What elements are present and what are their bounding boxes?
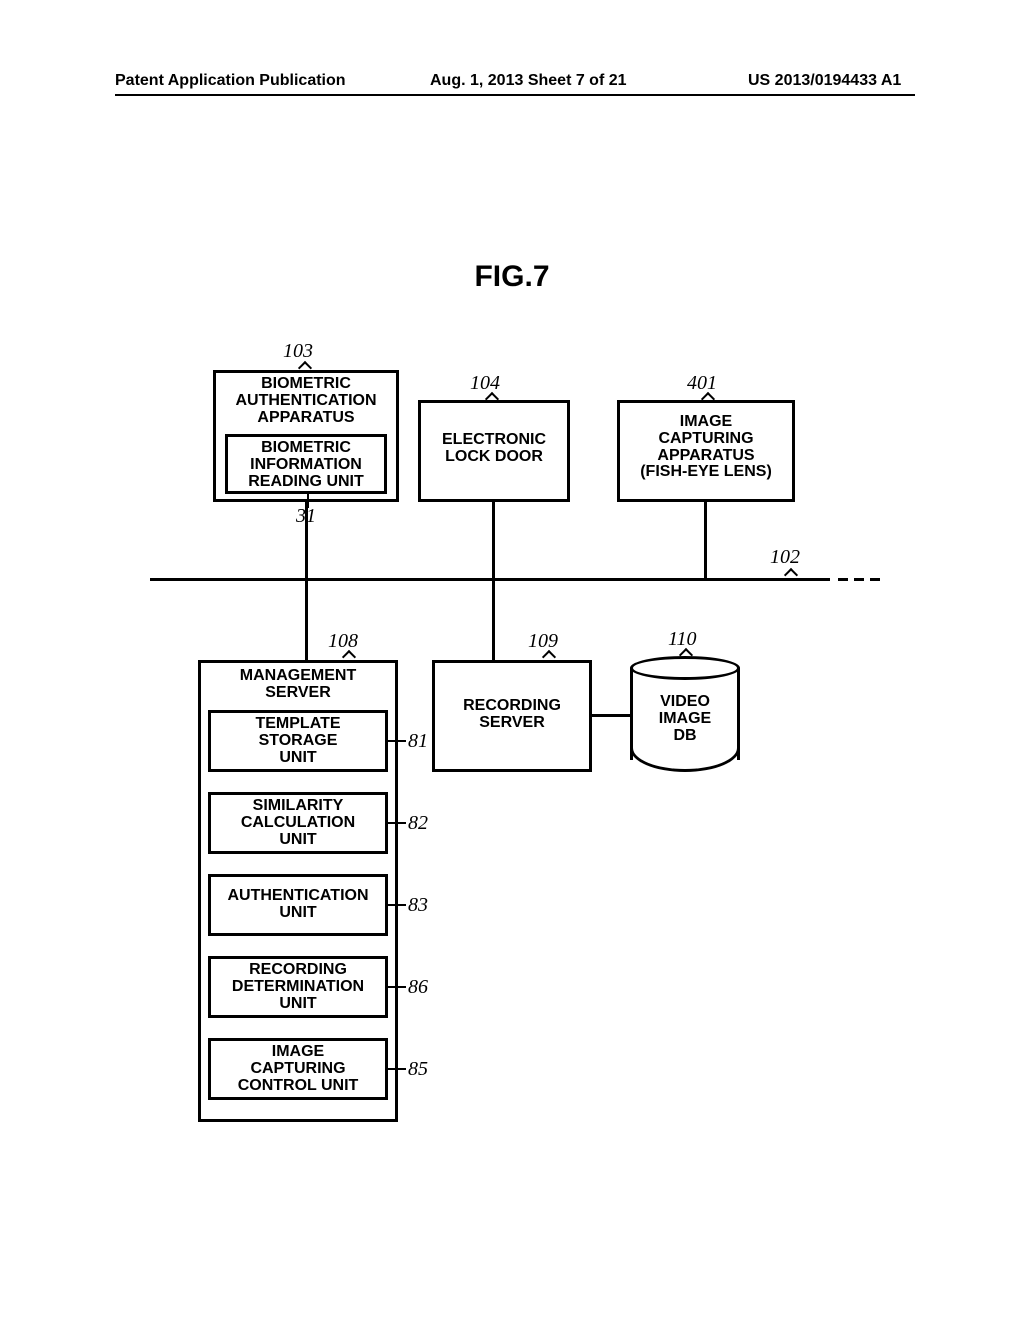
page: Patent Application Publication Aug. 1, 2… (0, 0, 1024, 1320)
ref-82: 82 (408, 812, 428, 835)
bus-dash-2 (854, 578, 864, 581)
ref-102: 102 (770, 546, 800, 569)
authentication-unit-label: AUTHENTICATION UNIT (208, 888, 388, 922)
recording-server-label: RECORDING SERVER (432, 698, 592, 732)
leader-81 (388, 740, 406, 742)
leader-85 (388, 1068, 406, 1070)
ref-401: 401 (687, 372, 717, 395)
management-server-title: MANAGEMENT SERVER (198, 668, 398, 702)
drop-108 (305, 580, 308, 660)
bus-dash-3 (870, 578, 880, 581)
biometric-auth-title: BIOMETRIC AUTHENTICATION APPARATUS (213, 376, 399, 426)
drop-103 (305, 502, 308, 580)
ref-85: 85 (408, 1058, 428, 1081)
figure-title: FIG.7 (0, 260, 1024, 294)
electronic-lock-label: ELECTRONIC LOCK DOOR (418, 432, 570, 466)
leader-86 (388, 986, 406, 988)
ref-83: 83 (408, 894, 428, 917)
header-left: Patent Application Publication (115, 72, 346, 90)
biometric-reading-label: BIOMETRIC INFORMATION READING UNIT (225, 440, 387, 490)
ref-103: 103 (283, 340, 313, 363)
bus-dash-1 (838, 578, 848, 581)
drop-104 (492, 502, 495, 580)
ref-86: 86 (408, 976, 428, 999)
link-109-110 (592, 714, 630, 717)
header-rule (115, 94, 915, 96)
image-capturing-control-label: IMAGE CAPTURING CONTROL UNIT (208, 1044, 388, 1094)
header-center: Aug. 1, 2013 Sheet 7 of 21 (430, 72, 627, 90)
drop-109 (492, 580, 495, 660)
ref-110: 110 (668, 628, 697, 651)
similarity-calc-label: SIMILARITY CALCULATION UNIT (208, 798, 388, 848)
leader-82 (388, 822, 406, 824)
recording-determination-label: RECORDING DETERMINATION UNIT (208, 962, 388, 1012)
ref-81: 81 (408, 730, 428, 753)
video-db-label: VIDEO IMAGE DB (630, 694, 740, 744)
template-storage-label: TEMPLATE STORAGE UNIT (208, 716, 388, 766)
bus-line (150, 578, 830, 581)
leader-83 (388, 904, 406, 906)
ref-109: 109 (528, 630, 558, 653)
ref-104: 104 (470, 372, 500, 395)
video-db-bottom (630, 748, 740, 772)
header-right: US 2013/0194433 A1 (748, 72, 901, 90)
image-capturing-apparatus-label: IMAGE CAPTURING APPARATUS (FISH-EYE LENS… (617, 414, 795, 481)
drop-401 (704, 502, 707, 580)
ref-108: 108 (328, 630, 358, 653)
